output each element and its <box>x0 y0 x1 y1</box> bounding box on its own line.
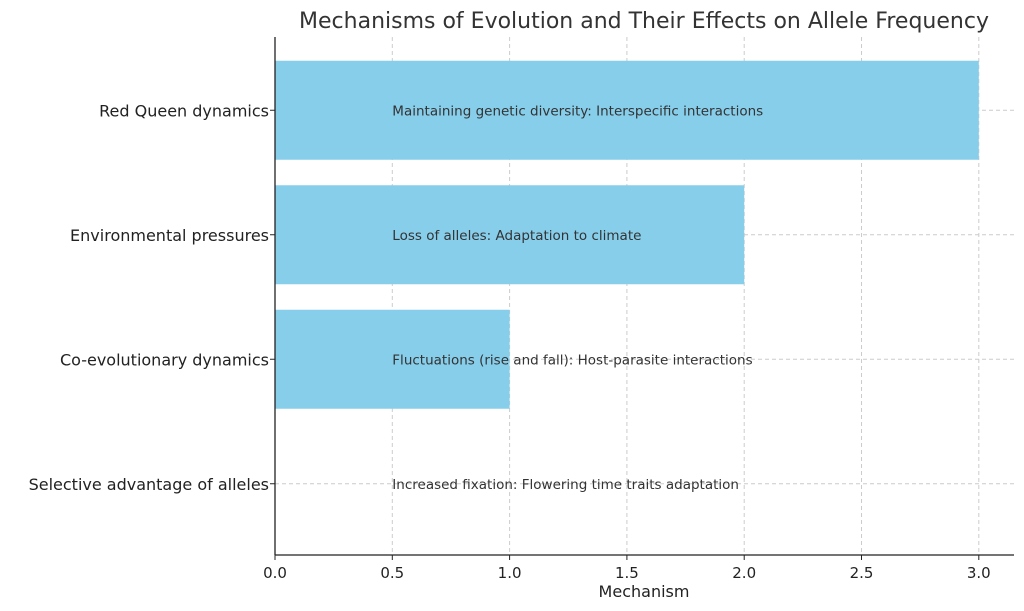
x-tick-label: 1.5 <box>615 564 639 582</box>
bar-annotation: Maintaining genetic diversity: Interspec… <box>392 103 763 119</box>
bar-annotation: Increased fixation: Flowering time trait… <box>392 477 739 493</box>
y-tick-labels: Selective advantage of alleles Co-evoluti… <box>29 101 275 494</box>
x-tick-label: 2.5 <box>850 564 874 582</box>
bar-annotation: Fluctuations (rise and fall): Host-paras… <box>392 352 752 368</box>
bar-annotation: Loss of alleles: Adaptation to climate <box>392 228 641 244</box>
bar <box>275 60 979 160</box>
x-tick-label: 3.0 <box>967 564 991 582</box>
bars <box>275 60 979 409</box>
y-tick-label: Environmental pressures <box>70 226 269 245</box>
chart-title: Mechanisms of Evolution and Their Effect… <box>299 9 989 34</box>
x-axis-label: Mechanism <box>599 582 690 601</box>
x-tick-label: 2.0 <box>732 564 756 582</box>
y-tick-label: Co-evolutionary dynamics <box>60 350 269 369</box>
x-tick-label: 1.0 <box>498 564 522 582</box>
x-tick-labels: 0.0 0.5 1.0 1.5 2.0 2.5 3.0 <box>263 555 991 582</box>
x-tick-label: 0.5 <box>380 564 404 582</box>
axes <box>274 37 1014 556</box>
y-tick-label: Red Queen dynamics <box>99 101 269 120</box>
x-tick-label: 0.0 <box>263 564 287 582</box>
bar <box>275 185 745 285</box>
bar-annotations: Increased fixation: Flowering time trait… <box>392 103 763 493</box>
bar <box>275 309 510 409</box>
y-tick-label: Selective advantage of alleles <box>29 475 269 494</box>
